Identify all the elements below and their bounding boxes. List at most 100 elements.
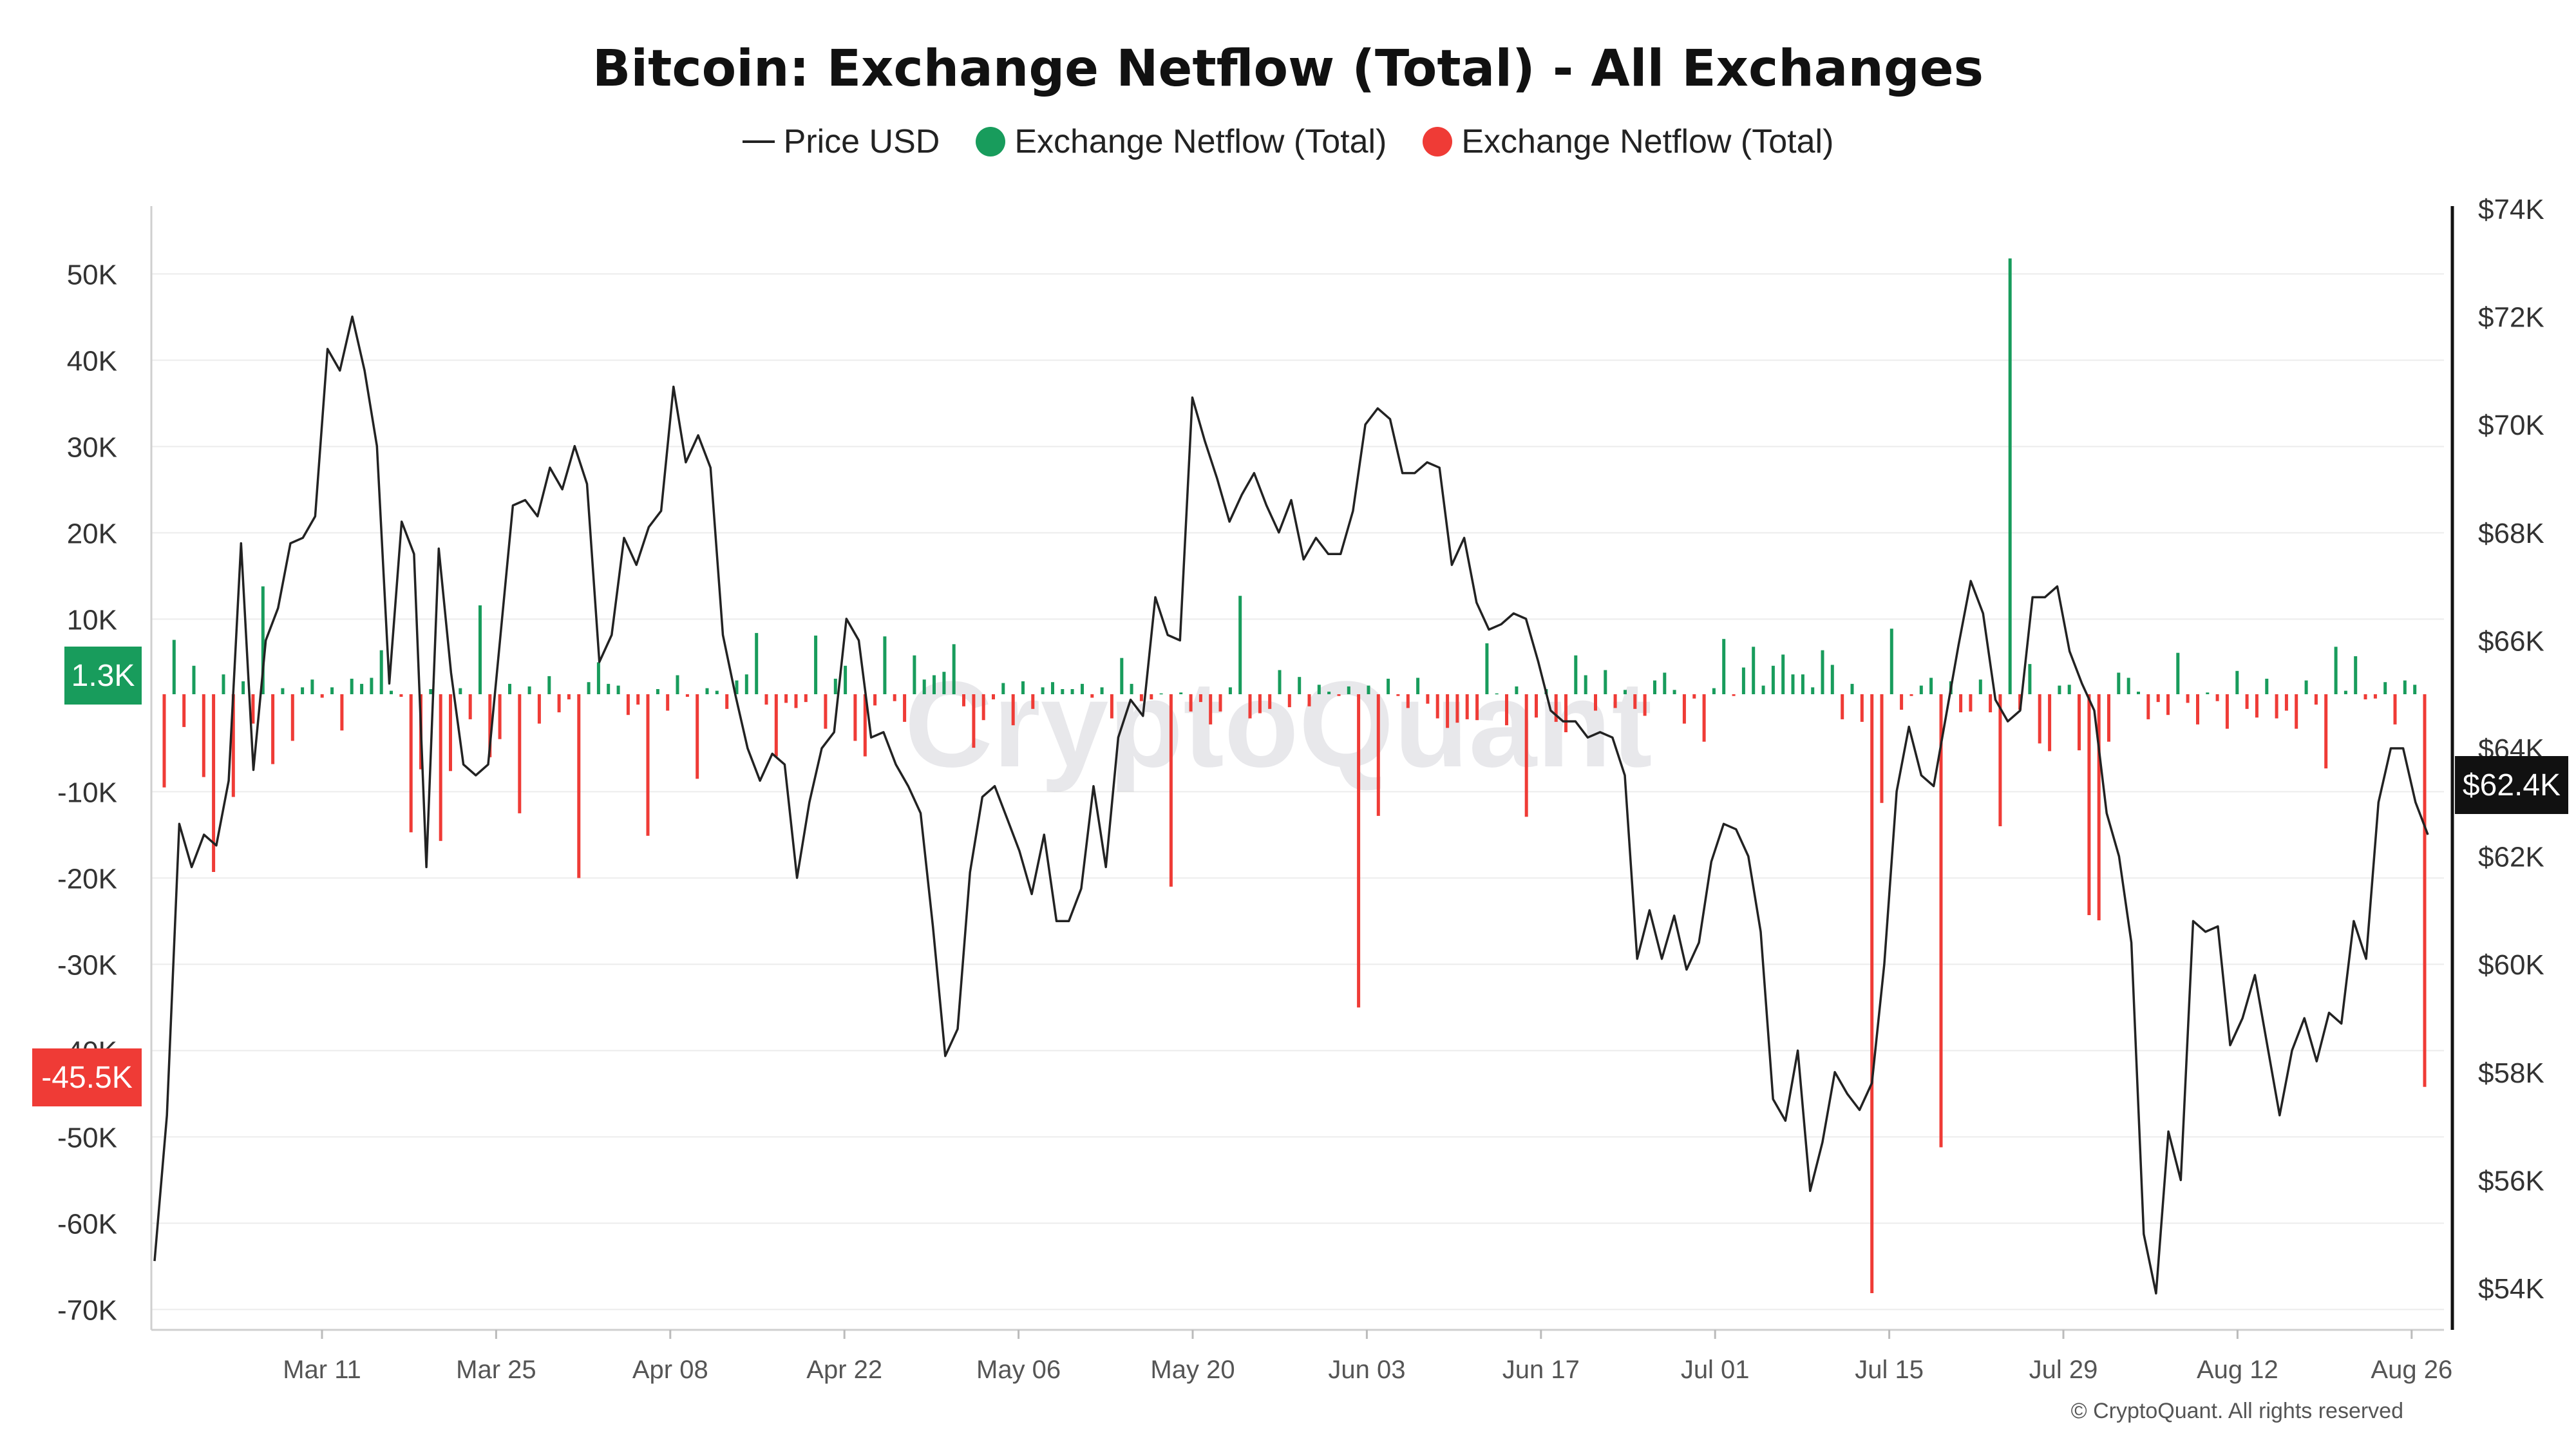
netflow-bar[interactable] (320, 694, 324, 698)
netflow-bar[interactable] (2008, 258, 2012, 694)
netflow-bar[interactable] (1317, 685, 1321, 694)
netflow-bar[interactable] (1643, 694, 1647, 716)
netflow-bar[interactable] (1367, 685, 1370, 694)
netflow-bar[interactable] (2235, 670, 2239, 694)
netflow-bar[interactable] (922, 679, 926, 694)
netflow-bar[interactable] (853, 694, 857, 741)
netflow-bar[interactable] (1298, 677, 1302, 694)
netflow-bar[interactable] (2137, 692, 2140, 694)
netflow-bar[interactable] (1041, 687, 1045, 694)
netflow-bar[interactable] (1357, 694, 1361, 1008)
netflow-bar[interactable] (1781, 654, 1785, 694)
netflow-bar[interactable] (1021, 681, 1025, 694)
netflow-bar[interactable] (1663, 672, 1667, 695)
netflow-bar[interactable] (1692, 694, 1696, 699)
netflow-bar[interactable] (2206, 692, 2210, 694)
netflow-bar[interactable] (1732, 694, 1736, 696)
netflow-bar[interactable] (992, 694, 995, 699)
netflow-bar[interactable] (2038, 694, 2041, 744)
netflow-bar[interactable] (2393, 694, 2397, 724)
netflow-bar[interactable] (449, 694, 452, 772)
netflow-bar[interactable] (616, 685, 620, 694)
netflow-bar[interactable] (1604, 670, 1607, 695)
netflow-bar[interactable] (508, 683, 511, 694)
netflow-bar[interactable] (340, 694, 344, 731)
netflow-bar[interactable] (1228, 687, 1232, 694)
netflow-bar[interactable] (1258, 694, 1262, 714)
netflow-bar[interactable] (2186, 694, 2190, 703)
netflow-bar[interactable] (2334, 647, 2338, 694)
netflow-bar[interactable] (685, 694, 689, 697)
netflow-bar[interactable] (587, 682, 591, 694)
netflow-bar[interactable] (1900, 694, 1904, 710)
netflow-bar[interactable] (755, 632, 759, 694)
netflow-bar[interactable] (1860, 694, 1864, 722)
netflow-bar[interactable] (1811, 687, 1815, 694)
netflow-bar[interactable] (784, 694, 788, 703)
legend-item-price[interactable]: Price USD (742, 122, 940, 161)
netflow-bar[interactable] (182, 694, 186, 727)
netflow-bar[interactable] (222, 674, 225, 694)
netflow-bar[interactable] (696, 694, 699, 779)
netflow-bar[interactable] (1841, 694, 1844, 719)
netflow-bar[interactable] (1070, 689, 1074, 694)
netflow-bar[interactable] (1446, 694, 1450, 728)
netflow-bar[interactable] (1584, 675, 1587, 695)
netflow-bar[interactable] (478, 605, 482, 694)
netflow-bar[interactable] (883, 636, 887, 694)
netflow-bar[interactable] (2156, 694, 2160, 703)
netflow-bar[interactable] (1169, 694, 1173, 887)
netflow-bar[interactable] (1929, 677, 1933, 695)
netflow-bar[interactable] (1110, 694, 1113, 719)
netflow-bar[interactable] (1554, 694, 1558, 722)
netflow-bar[interactable] (2196, 694, 2199, 724)
netflow-bar[interactable] (2087, 694, 2091, 915)
netflow-bar[interactable] (981, 694, 985, 721)
netflow-bar[interactable] (744, 674, 748, 694)
netflow-bar[interactable] (844, 665, 848, 694)
netflow-bar[interactable] (1880, 694, 1884, 803)
netflow-bar[interactable] (2373, 694, 2377, 699)
netflow-bar[interactable] (824, 694, 828, 729)
netflow-bar[interactable] (1998, 694, 2002, 826)
netflow-bar[interactable] (1396, 694, 1400, 696)
netflow-bar[interactable] (2354, 656, 2358, 694)
netflow-bar[interactable] (1969, 694, 1973, 712)
netflow-bar[interactable] (1909, 694, 1913, 696)
netflow-bar[interactable] (646, 694, 650, 836)
netflow-bar[interactable] (1031, 694, 1035, 709)
netflow-bar[interactable] (547, 676, 551, 694)
netflow-bar[interactable] (192, 665, 196, 694)
netflow-bar[interactable] (962, 694, 965, 706)
netflow-bar[interactable] (271, 694, 275, 764)
netflow-bar[interactable] (1001, 683, 1005, 694)
netflow-bar[interactable] (656, 689, 659, 694)
netflow-bar[interactable] (2078, 694, 2081, 751)
netflow-bar[interactable] (1278, 670, 1282, 695)
netflow-bar[interactable] (596, 662, 600, 694)
netflow-bar[interactable] (370, 677, 374, 695)
netflow-bar[interactable] (1624, 690, 1627, 694)
netflow-bar[interactable] (1761, 685, 1765, 694)
netflow-bar[interactable] (1465, 694, 1469, 719)
netflow-bar[interactable] (1633, 694, 1637, 709)
price-line[interactable] (153, 315, 2429, 1295)
netflow-bar[interactable] (2324, 694, 2328, 769)
netflow-bar[interactable] (1011, 694, 1015, 726)
netflow-bar[interactable] (1198, 694, 1202, 703)
netflow-bar[interactable] (1495, 693, 1499, 695)
netflow-bar[interactable] (360, 683, 364, 694)
netflow-bar[interactable] (1485, 643, 1489, 694)
netflow-bar[interactable] (1712, 688, 1716, 694)
netflow-bar[interactable] (1406, 694, 1410, 708)
netflow-bar[interactable] (498, 694, 502, 739)
netflow-bar[interactable] (261, 586, 265, 695)
netflow-bar[interactable] (518, 694, 522, 813)
netflow-bar[interactable] (488, 694, 492, 757)
netflow-bar[interactable] (1426, 694, 1430, 704)
netflow-bar[interactable] (2067, 685, 2071, 694)
netflow-bar[interactable] (2363, 694, 2367, 699)
netflow-bar[interactable] (1524, 694, 1528, 817)
netflow-bar[interactable] (1505, 694, 1508, 726)
